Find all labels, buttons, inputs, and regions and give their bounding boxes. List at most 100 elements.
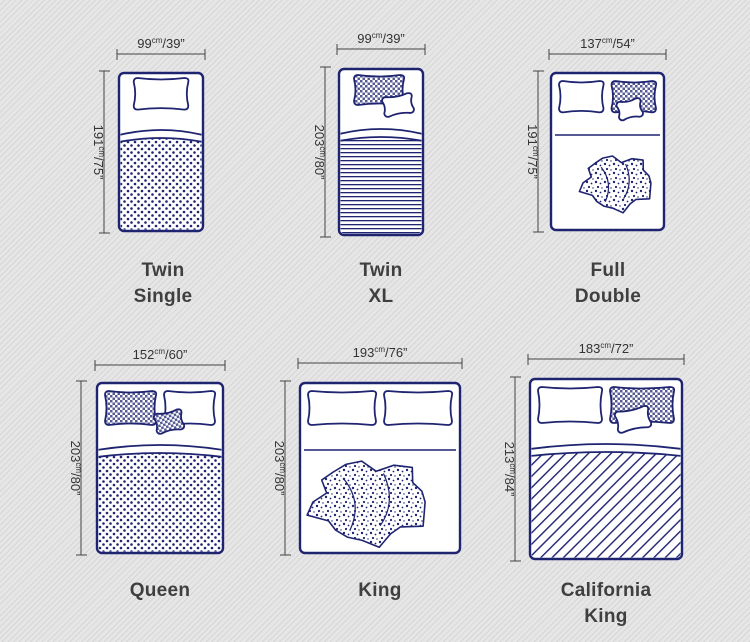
bed-caption-twin: Twin Single bbox=[63, 258, 263, 310]
width-label: 99cm/39” bbox=[137, 36, 185, 51]
width-dimension: 99cm/39” bbox=[116, 36, 206, 60]
cover-area bbox=[340, 128, 422, 234]
length-label: 213cm/84” bbox=[502, 442, 517, 497]
dimension-value-in: /76” bbox=[385, 345, 407, 360]
blanket-fold bbox=[600, 166, 610, 202]
unit-cm: cm bbox=[374, 345, 385, 354]
crumpled-blanket bbox=[306, 460, 426, 549]
cover-fold bbox=[340, 128, 422, 143]
bed-name-line: XL bbox=[368, 286, 394, 307]
bed-name-line: Full bbox=[590, 260, 626, 281]
unit-cm: cm bbox=[97, 146, 106, 157]
length-dimension: 191cm/75” bbox=[525, 70, 544, 233]
dimension-value-cm: 203 bbox=[68, 441, 83, 463]
dimension-value-cm: 203 bbox=[272, 441, 287, 463]
length-label: 191cm/75” bbox=[525, 124, 540, 179]
pillow-left bbox=[104, 390, 158, 426]
bed-twin: 99cm/39”191cm/75” bbox=[91, 36, 206, 234]
bed-name-line: California bbox=[560, 580, 652, 601]
unit-cm: cm bbox=[372, 31, 383, 40]
dimension-value-cm: 213 bbox=[502, 442, 517, 464]
bed-caption-full: Full Double bbox=[508, 258, 708, 310]
pillow-left bbox=[537, 386, 604, 424]
unit-cm: cm bbox=[531, 146, 540, 157]
dimension-value-in: /75” bbox=[91, 157, 106, 179]
pillow-small bbox=[615, 97, 644, 122]
length-label: 203cm/80” bbox=[68, 441, 83, 496]
dimension-value-cm: 99 bbox=[357, 31, 371, 46]
length-label: 203cm/80” bbox=[312, 125, 327, 180]
dimension-value-in: /39” bbox=[382, 31, 404, 46]
length-dimension: 213cm/84” bbox=[502, 376, 521, 562]
cover-area bbox=[98, 444, 222, 552]
bed-full: 137cm/54”191cm/75” bbox=[525, 36, 667, 233]
bed-twin-xl: 99cm/39”203cm/80” bbox=[312, 31, 426, 238]
length-label: 203cm/80” bbox=[272, 441, 287, 496]
pillow-small bbox=[152, 408, 186, 435]
pillow bbox=[132, 77, 190, 111]
width-label: 99cm/39” bbox=[357, 31, 405, 46]
dimension-value-cm: 193 bbox=[353, 345, 375, 360]
bed-caption-california-king: California King bbox=[506, 578, 706, 630]
bed-caption-twin-xl: Twin XL bbox=[281, 258, 481, 310]
cover-area bbox=[531, 443, 681, 558]
unit-cm: cm bbox=[318, 146, 327, 157]
length-dimension: 203cm/80” bbox=[312, 66, 331, 238]
bed-cover bbox=[531, 444, 681, 558]
pillow-left bbox=[307, 390, 378, 426]
length-dimension: 191cm/75” bbox=[91, 70, 110, 234]
dimension-value-in: /72” bbox=[611, 341, 633, 356]
unit-cm: cm bbox=[154, 347, 165, 356]
bed-california-king: 183cm/72”213cm/84” bbox=[502, 341, 685, 562]
width-dimension: 193cm/76” bbox=[297, 345, 463, 369]
bed-cover bbox=[98, 445, 222, 552]
length-label: 191cm/75” bbox=[91, 125, 106, 180]
width-dimension: 152cm/60” bbox=[94, 347, 226, 371]
dimension-value-cm: 203 bbox=[312, 125, 327, 147]
width-label: 193cm/76” bbox=[353, 345, 408, 360]
dimension-value-in: /39” bbox=[162, 36, 184, 51]
dimension-value-cm: 152 bbox=[133, 347, 155, 362]
blanket-fold bbox=[623, 163, 630, 199]
bed-cover bbox=[340, 129, 422, 234]
dimension-value-in: /84” bbox=[502, 474, 517, 496]
unit-cm: cm bbox=[600, 341, 611, 350]
unit-cm: cm bbox=[602, 36, 613, 45]
unit-cm: cm bbox=[74, 462, 83, 473]
dimension-value-cm: 191 bbox=[525, 124, 540, 146]
bed-name-line: King bbox=[584, 606, 628, 627]
dimension-value-in: /80” bbox=[272, 473, 287, 495]
unit-cm: cm bbox=[152, 36, 163, 45]
blanket-fold bbox=[342, 477, 356, 531]
bed-name-line: Double bbox=[574, 286, 642, 307]
cover-fold bbox=[531, 443, 681, 457]
unit-cm: cm bbox=[508, 463, 517, 474]
bed-caption-queen: Queen bbox=[60, 578, 260, 604]
pillow-small bbox=[613, 405, 653, 434]
bed-king: 193cm/76”203cm/80” bbox=[272, 345, 463, 556]
bed-cover bbox=[120, 130, 202, 230]
dimension-value-in: /75” bbox=[525, 156, 540, 178]
bed-name-line: Queen bbox=[129, 580, 191, 601]
bed-name-line: Twin bbox=[141, 260, 185, 281]
bed-queen: 152cm/60”203cm/80” bbox=[68, 347, 226, 556]
unit-cm: cm bbox=[278, 462, 287, 473]
dimension-value-in: /80” bbox=[68, 473, 83, 495]
dimension-value-cm: 137 bbox=[580, 36, 602, 51]
width-dimension: 183cm/72” bbox=[527, 341, 685, 365]
cover-area bbox=[120, 129, 202, 230]
dimension-value-cm: 191 bbox=[91, 125, 106, 147]
bed-caption-king: King bbox=[280, 578, 480, 604]
width-label: 183cm/72” bbox=[579, 341, 634, 356]
dimension-value-cm: 183 bbox=[579, 341, 601, 356]
dimension-value-in: /60” bbox=[165, 347, 187, 362]
crumpled-blanket bbox=[578, 155, 652, 214]
length-dimension: 203cm/80” bbox=[272, 380, 291, 556]
dimension-value-in: /80” bbox=[312, 157, 327, 179]
cover-fold bbox=[120, 129, 202, 144]
width-dimension: 137cm/54” bbox=[548, 36, 667, 60]
width-label: 152cm/60” bbox=[133, 347, 188, 362]
dimension-value-cm: 99 bbox=[137, 36, 151, 51]
length-dimension: 203cm/80” bbox=[68, 380, 87, 556]
